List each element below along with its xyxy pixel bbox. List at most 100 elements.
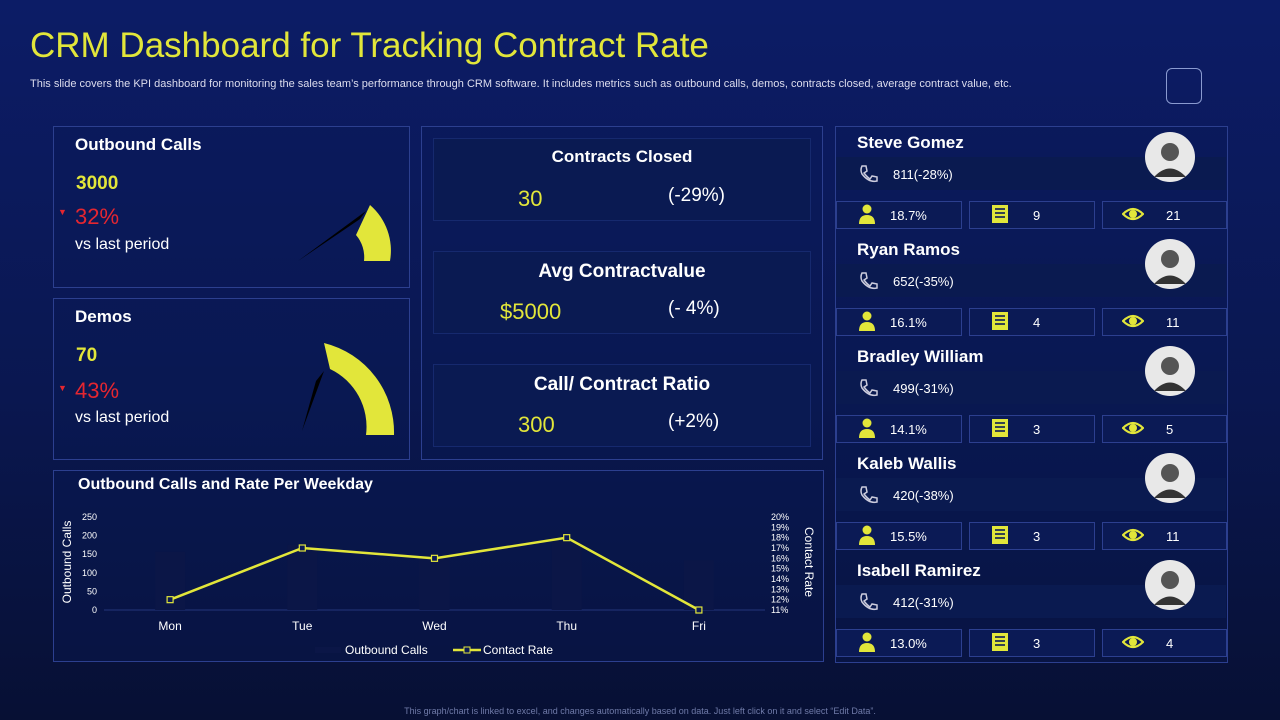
kpi-label: Demos: [75, 307, 132, 326]
title: CRM Dashboard for Tracking Contract Rate: [30, 26, 709, 65]
avatar: [1145, 239, 1195, 289]
views: 11: [1166, 315, 1180, 330]
docs: 3: [1033, 422, 1041, 437]
phone-icon: [860, 593, 878, 611]
views: 21: [1166, 208, 1181, 223]
stat-cell: [1102, 201, 1227, 229]
gauge: [298, 205, 391, 261]
x-tick-label: Thu: [556, 619, 577, 633]
stat-cell: [1102, 308, 1227, 336]
stat-cell: [836, 201, 962, 229]
views: 4: [1166, 636, 1174, 651]
rate: 14.1%: [890, 422, 927, 437]
person-name: Steve Gomez: [857, 133, 964, 152]
legend-label: Contact Rate: [483, 643, 553, 657]
contract-label: Avg Contractvalue: [538, 261, 706, 282]
stat-cell: [969, 201, 1095, 229]
rate-icon: [859, 418, 875, 438]
docs-icon: [992, 633, 1008, 651]
x-tick-label: Fri: [692, 619, 706, 633]
chart-title: Outbound Calls and Rate Per Weekday: [78, 476, 373, 493]
kpi-note: vs last period: [75, 409, 170, 426]
kpi-panel: Outbound Calls 3000 ▼ 32% vs last period: [53, 126, 410, 288]
views: 5: [1166, 422, 1174, 437]
contract-box: Avg Contractvalue $5000 (- 4%): [433, 251, 811, 334]
contract-label: Contracts Closed: [551, 147, 693, 166]
rate: 15.5%: [890, 529, 927, 544]
docs-icon: [992, 419, 1008, 437]
x-tick-label: Tue: [292, 619, 313, 633]
kpi-value: 70: [76, 345, 98, 366]
y-tick-label: 50: [87, 586, 97, 596]
phone-icon: [860, 272, 878, 290]
stat-cell: [969, 629, 1095, 657]
kpi-panel: Demos 70 ▼ 43% vs last period: [53, 298, 410, 460]
legend-label: Outbound Calls: [345, 643, 428, 657]
y2-tick-label: 14%: [771, 574, 789, 584]
docs: 3: [1033, 636, 1041, 651]
phone-icon: [860, 379, 878, 397]
rate-icon: [859, 525, 875, 545]
calls: 499(-31%): [893, 381, 954, 396]
x-tick-label: Mon: [158, 619, 181, 633]
y2-tick-label: 13%: [771, 584, 789, 594]
person-name: Bradley William: [857, 347, 984, 366]
contract-change: (-29%): [668, 185, 726, 206]
y2-tick-label: 12%: [771, 595, 789, 605]
avatar: [1145, 560, 1195, 610]
contract-value: 300: [518, 412, 555, 437]
footer: This graph/chart is linked to excel, and…: [404, 706, 876, 716]
y2-tick-label: 11%: [771, 605, 788, 615]
person-name: Isabell Ramirez: [857, 561, 981, 580]
line-marker: [298, 544, 306, 552]
stat-cell: [969, 415, 1095, 443]
line-marker: [166, 596, 174, 604]
calls: 811(-28%): [893, 167, 953, 182]
docs-icon: [992, 312, 1008, 330]
kpi-change: 32%: [75, 204, 120, 229]
docs: 4: [1033, 315, 1041, 330]
down-arrow: ▼: [58, 207, 67, 217]
stat-cell: [836, 629, 962, 657]
avatar: [1145, 453, 1195, 503]
y2-axis-title: Contact Rate: [802, 527, 816, 597]
rate: 18.7%: [890, 208, 927, 223]
contract-box: Call/ Contract Ratio 300 (+2%): [433, 364, 811, 447]
logo: [1166, 68, 1202, 104]
contract-change: (- 4%): [668, 298, 720, 319]
gauge: [302, 343, 395, 435]
avatar: [1145, 132, 1195, 182]
views-icon: [1122, 207, 1144, 221]
legend-swatch: [315, 647, 341, 653]
calls: 652(-35%): [893, 274, 954, 289]
kpi-change: 43%: [75, 378, 120, 403]
bar: [683, 560, 714, 610]
views-icon: [1122, 528, 1144, 542]
stat-cell: [1102, 522, 1227, 550]
y2-tick-label: 15%: [771, 564, 789, 574]
contract-value: $5000: [500, 299, 562, 324]
rate-icon: [859, 311, 875, 331]
phone-icon: [860, 165, 878, 183]
y-tick-label: 200: [82, 531, 97, 541]
y2-tick-label: 18%: [771, 533, 789, 543]
docs: 9: [1033, 208, 1041, 223]
stat-cell: [836, 415, 962, 443]
contract-box: Contracts Closed 30 (-29%): [433, 138, 811, 221]
calls: 420(-38%): [893, 488, 954, 503]
x-tick-label: Wed: [422, 619, 446, 633]
stat-cell: [836, 308, 962, 336]
y-tick-label: 100: [82, 568, 97, 578]
line-marker: [563, 534, 571, 542]
y-tick-label: 250: [82, 512, 97, 522]
y2-tick-label: 16%: [771, 553, 789, 563]
views-icon: [1122, 421, 1144, 435]
person-name: Ryan Ramos: [857, 240, 960, 259]
docs-icon: [992, 526, 1008, 544]
y2-tick-label: 17%: [771, 543, 789, 553]
contract-label: Call/ Contract Ratio: [533, 374, 711, 395]
subtitle: This slide covers the KPI dashboard for …: [30, 78, 1012, 90]
calls: 412(-31%): [893, 595, 954, 610]
line-marker: [695, 606, 703, 614]
